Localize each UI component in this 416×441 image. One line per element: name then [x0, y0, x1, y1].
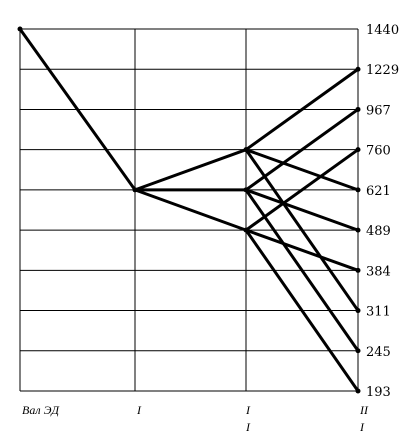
shaft-sublabel-3: I	[359, 420, 365, 434]
ray-621-to-489-3	[133, 188, 248, 232]
shaft-label-0: Вал ЭД	[22, 403, 60, 417]
ray-621-to-967-7	[244, 107, 360, 192]
ray-node-6	[355, 187, 361, 193]
speed-label-1440: 1440	[366, 23, 399, 38]
shaft-label-2: I	[245, 403, 251, 417]
speed-label-760: 760	[366, 144, 391, 159]
ray-node-12	[355, 267, 361, 273]
speed-rays	[18, 27, 360, 393]
ray-489-to-193-12	[244, 228, 360, 393]
shaft-sublabel-2: I	[245, 420, 251, 434]
ray-489-to-384-11	[244, 228, 360, 272]
ray-node-3	[243, 187, 249, 193]
ray-760-to-621-5	[244, 148, 360, 192]
shaft-label-3: II	[359, 403, 369, 417]
ray-nodes	[17, 26, 361, 394]
ray-621-to-760-1	[133, 148, 248, 192]
ray-node-9	[355, 227, 361, 233]
speed-label-1229: 1229	[366, 63, 399, 78]
ray-node-13	[355, 388, 361, 394]
ray-node-5	[355, 66, 361, 72]
speed-label-245: 245	[366, 345, 391, 360]
ray-node-10	[355, 348, 361, 354]
speed-label-621: 621	[366, 184, 391, 199]
speed-label-311: 311	[366, 305, 391, 320]
ray-1440-to-621-0	[18, 27, 137, 192]
ray-node-0	[17, 26, 23, 32]
speed-label-384: 384	[366, 264, 391, 279]
ray-node-2	[243, 147, 249, 153]
ray-node-4	[243, 227, 249, 233]
speed-label-967: 967	[366, 103, 391, 118]
shaft-lines	[19, 29, 359, 391]
speed-label-193: 193	[366, 385, 391, 400]
ray-node-1	[132, 187, 138, 193]
ray-node-7	[355, 308, 361, 314]
ray-node-11	[355, 147, 361, 153]
ray-node-8	[355, 106, 361, 112]
ray-760-to-1229-4	[244, 67, 360, 152]
speed-labels: 1440 1229 967 760 621 489 384 311 245 193	[366, 23, 399, 400]
ray-489-to-760-10	[244, 148, 360, 232]
shaft-label-1: I	[136, 403, 142, 417]
ray-621-to-489-8	[244, 188, 360, 232]
speed-label-489: 489	[366, 224, 391, 239]
